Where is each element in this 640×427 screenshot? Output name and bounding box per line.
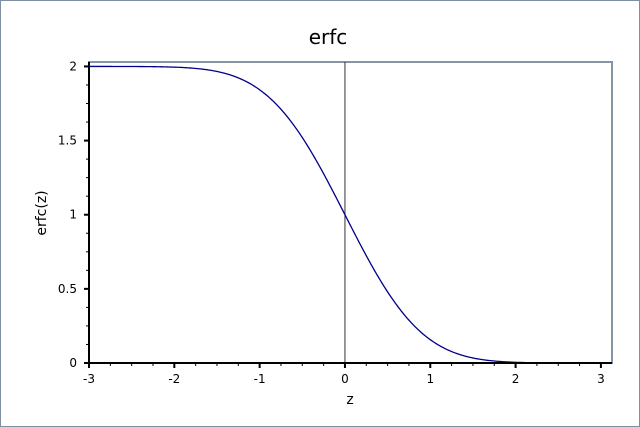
y-tick-label: 0	[69, 356, 77, 370]
y-tick-label: 2	[69, 59, 77, 73]
x-tick-label: 2	[512, 372, 520, 386]
x-tick-label: -1	[254, 372, 266, 386]
x-tick-label: 3	[597, 372, 605, 386]
x-tick-label: -3	[83, 372, 95, 386]
y-tick-label: 1	[69, 208, 77, 222]
x-axis-label: z	[346, 392, 353, 408]
y-tick-label: 0.5	[58, 282, 77, 296]
erfc-series-line	[89, 65, 612, 364]
y-axis-label: erfc(z)	[34, 190, 50, 235]
x-tick-label: -2	[168, 372, 180, 386]
x-tick-label: 1	[426, 372, 434, 386]
y-tick-label: 1.5	[58, 134, 77, 148]
plot-box	[88, 61, 613, 364]
chart-title: erfc	[309, 25, 348, 49]
x-tick-label: 0	[341, 372, 349, 386]
